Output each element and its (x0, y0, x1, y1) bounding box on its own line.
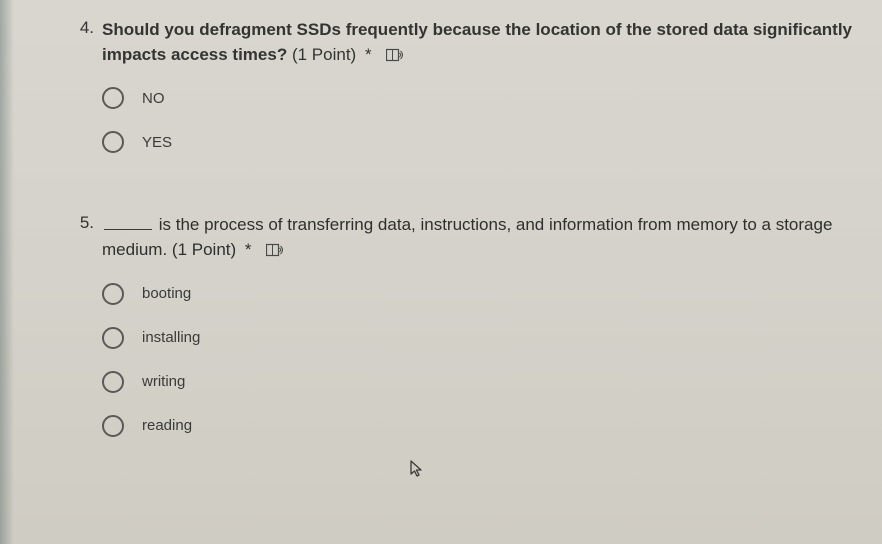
option-label: YES (142, 134, 172, 151)
question-5-header: 5. is the process of transferring data, … (40, 213, 852, 264)
option-no[interactable]: NO (102, 87, 852, 109)
question-5-points: (1 Point) (172, 240, 236, 259)
option-label: reading (142, 417, 192, 434)
option-reading[interactable]: reading (102, 415, 852, 437)
option-yes[interactable]: YES (102, 131, 852, 153)
question-5-text: is the process of transferring data, ins… (102, 213, 852, 264)
option-writing[interactable]: writing (102, 371, 852, 393)
radio-icon[interactable] (102, 131, 124, 153)
option-label: NO (142, 90, 165, 107)
question-4-text: Should you defragment SSDs frequently be… (102, 18, 852, 69)
question-5-number: 5. (40, 213, 102, 233)
question-4-line1: Should you defragment SSDs frequently be… (102, 20, 852, 39)
question-5-line2: medium. (102, 240, 167, 259)
question-5-required: * (245, 240, 252, 259)
radio-icon[interactable] (102, 371, 124, 393)
question-4-required: * (365, 45, 372, 64)
radio-icon[interactable] (102, 327, 124, 349)
fill-blank (104, 214, 152, 230)
question-4-line2: impacts access times? (102, 45, 287, 64)
immersive-reader-icon[interactable] (386, 45, 404, 70)
option-label: installing (142, 329, 200, 346)
question-4-header: 4. Should you defragment SSDs frequently… (40, 18, 852, 69)
radio-icon[interactable] (102, 415, 124, 437)
option-label: booting (142, 285, 191, 302)
quiz-page: 4. Should you defragment SSDs frequently… (0, 0, 882, 517)
question-5: 5. is the process of transferring data, … (40, 213, 852, 436)
question-5-options: booting installing writing reading (102, 283, 852, 437)
question-4: 4. Should you defragment SSDs frequently… (40, 18, 852, 153)
radio-icon[interactable] (102, 87, 124, 109)
question-5-after-blank: is the process of transferring data, ins… (154, 215, 832, 234)
radio-icon[interactable] (102, 283, 124, 305)
option-installing[interactable]: installing (102, 327, 852, 349)
option-label: writing (142, 373, 185, 390)
question-4-number: 4. (40, 18, 102, 38)
immersive-reader-icon[interactable] (266, 240, 284, 265)
question-4-options: NO YES (102, 87, 852, 153)
option-booting[interactable]: booting (102, 283, 852, 305)
question-4-points: (1 Point) (292, 45, 356, 64)
